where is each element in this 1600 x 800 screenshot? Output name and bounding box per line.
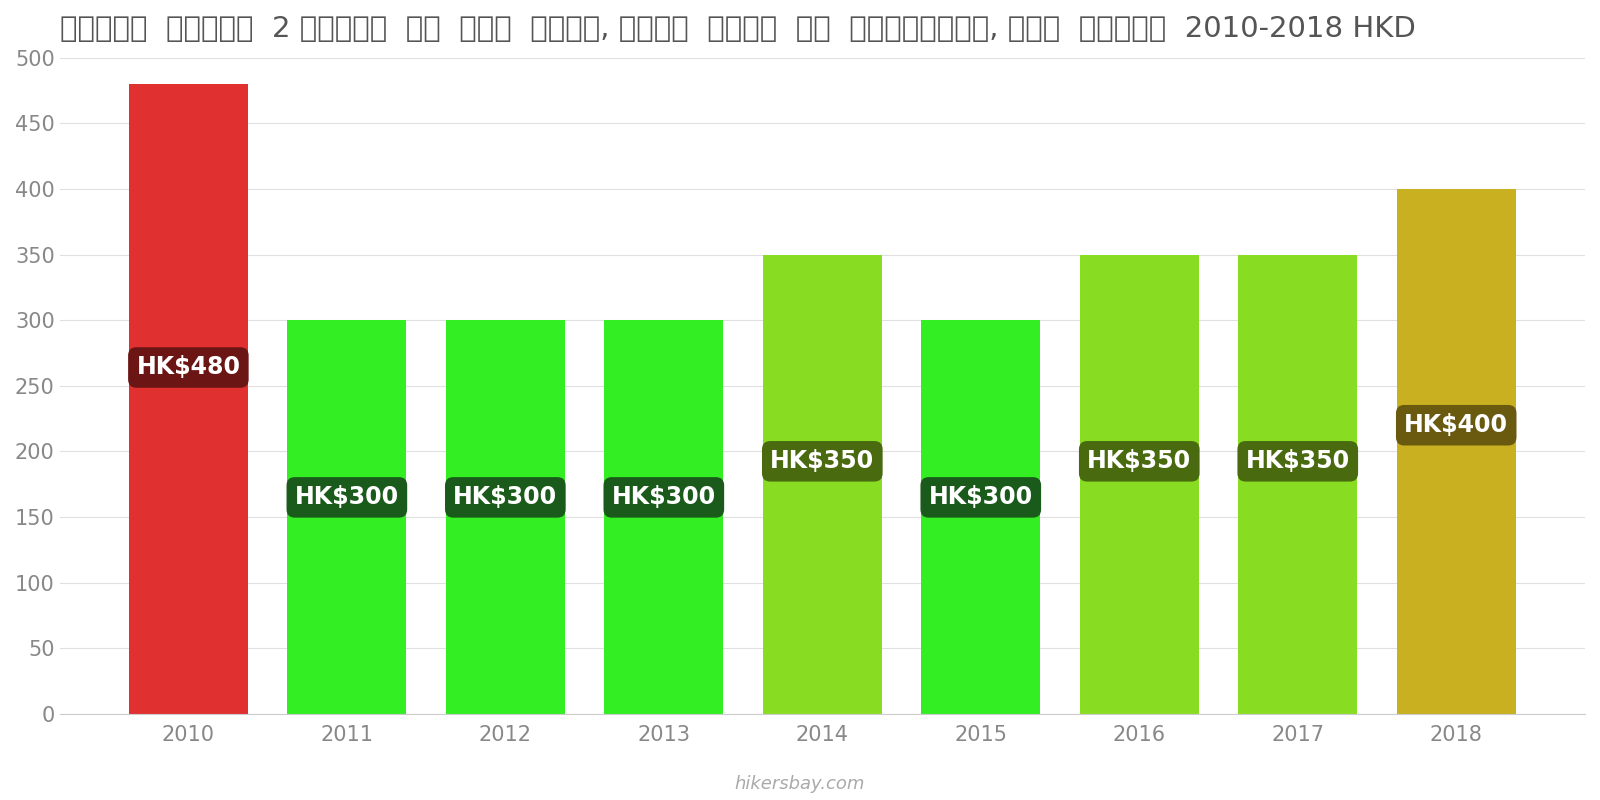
Text: HK$400: HK$400	[1405, 414, 1509, 438]
Bar	[130, 84, 248, 714]
Bar	[1080, 254, 1198, 714]
Bar	[1397, 189, 1515, 714]
Bar	[763, 254, 882, 714]
Bar	[288, 320, 406, 714]
Text: HK$350: HK$350	[1246, 450, 1350, 474]
Text: hikersbay.com: hikersbay.com	[734, 775, 866, 793]
Bar	[605, 320, 723, 714]
Text: हॉन्ग  कॉन्ग  2 लोगों  के  लिए  भोजन, मध्य  दूरी  के  रेस्तरां, तीन  कोर्स  2010: हॉन्ग कॉन्ग 2 लोगों के लिए भोजन, मध्य दू…	[59, 15, 1416, 43]
Text: HK$300: HK$300	[294, 486, 398, 510]
Text: HK$300: HK$300	[928, 486, 1034, 510]
Bar	[922, 320, 1040, 714]
Text: HK$350: HK$350	[770, 450, 874, 474]
Text: HK$300: HK$300	[453, 486, 557, 510]
Text: HK$480: HK$480	[136, 355, 240, 379]
Text: HK$350: HK$350	[1088, 450, 1192, 474]
Bar	[1238, 254, 1357, 714]
Text: HK$300: HK$300	[611, 486, 715, 510]
Bar	[446, 320, 565, 714]
